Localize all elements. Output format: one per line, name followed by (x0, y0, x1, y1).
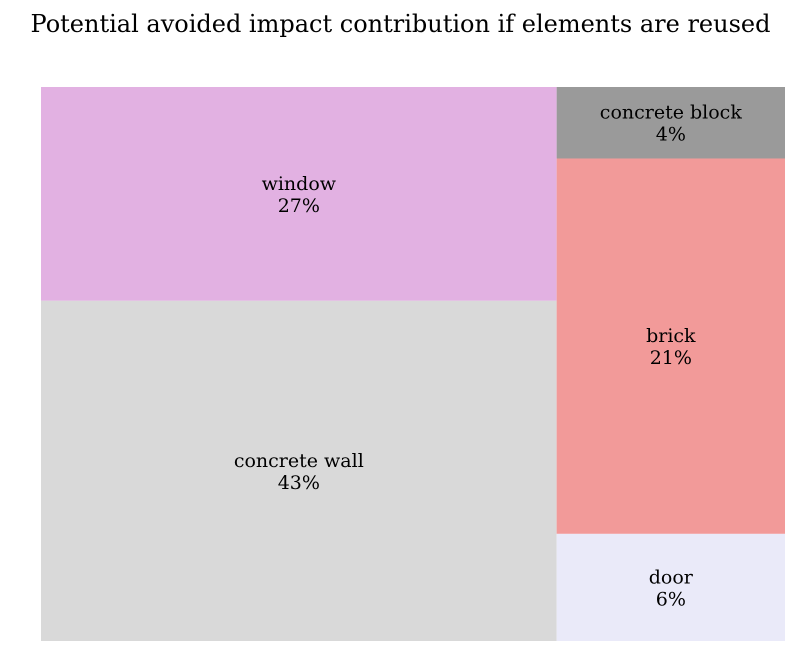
tile-concrete-wall (41, 300, 557, 641)
chart-title: Potential avoided impact contribution if… (30, 10, 771, 38)
tile-brick (556, 158, 785, 534)
tile-label-window: window (262, 173, 337, 195)
tile-window (41, 87, 557, 301)
tile-value-door: 6% (656, 588, 686, 610)
tile-value-brick: 21% (650, 347, 692, 369)
tile-concrete-block (556, 87, 785, 159)
tile-label-concrete-block: concrete block (600, 102, 743, 124)
tile-value-concrete-wall: 43% (278, 472, 320, 494)
tile-label-brick: brick (646, 325, 696, 347)
tile-label-concrete-wall: concrete wall (234, 450, 364, 472)
tile-value-concrete-block: 4% (656, 124, 686, 146)
tile-door (556, 533, 785, 641)
tile-label-door: door (649, 566, 694, 588)
tile-value-window: 27% (278, 195, 320, 217)
